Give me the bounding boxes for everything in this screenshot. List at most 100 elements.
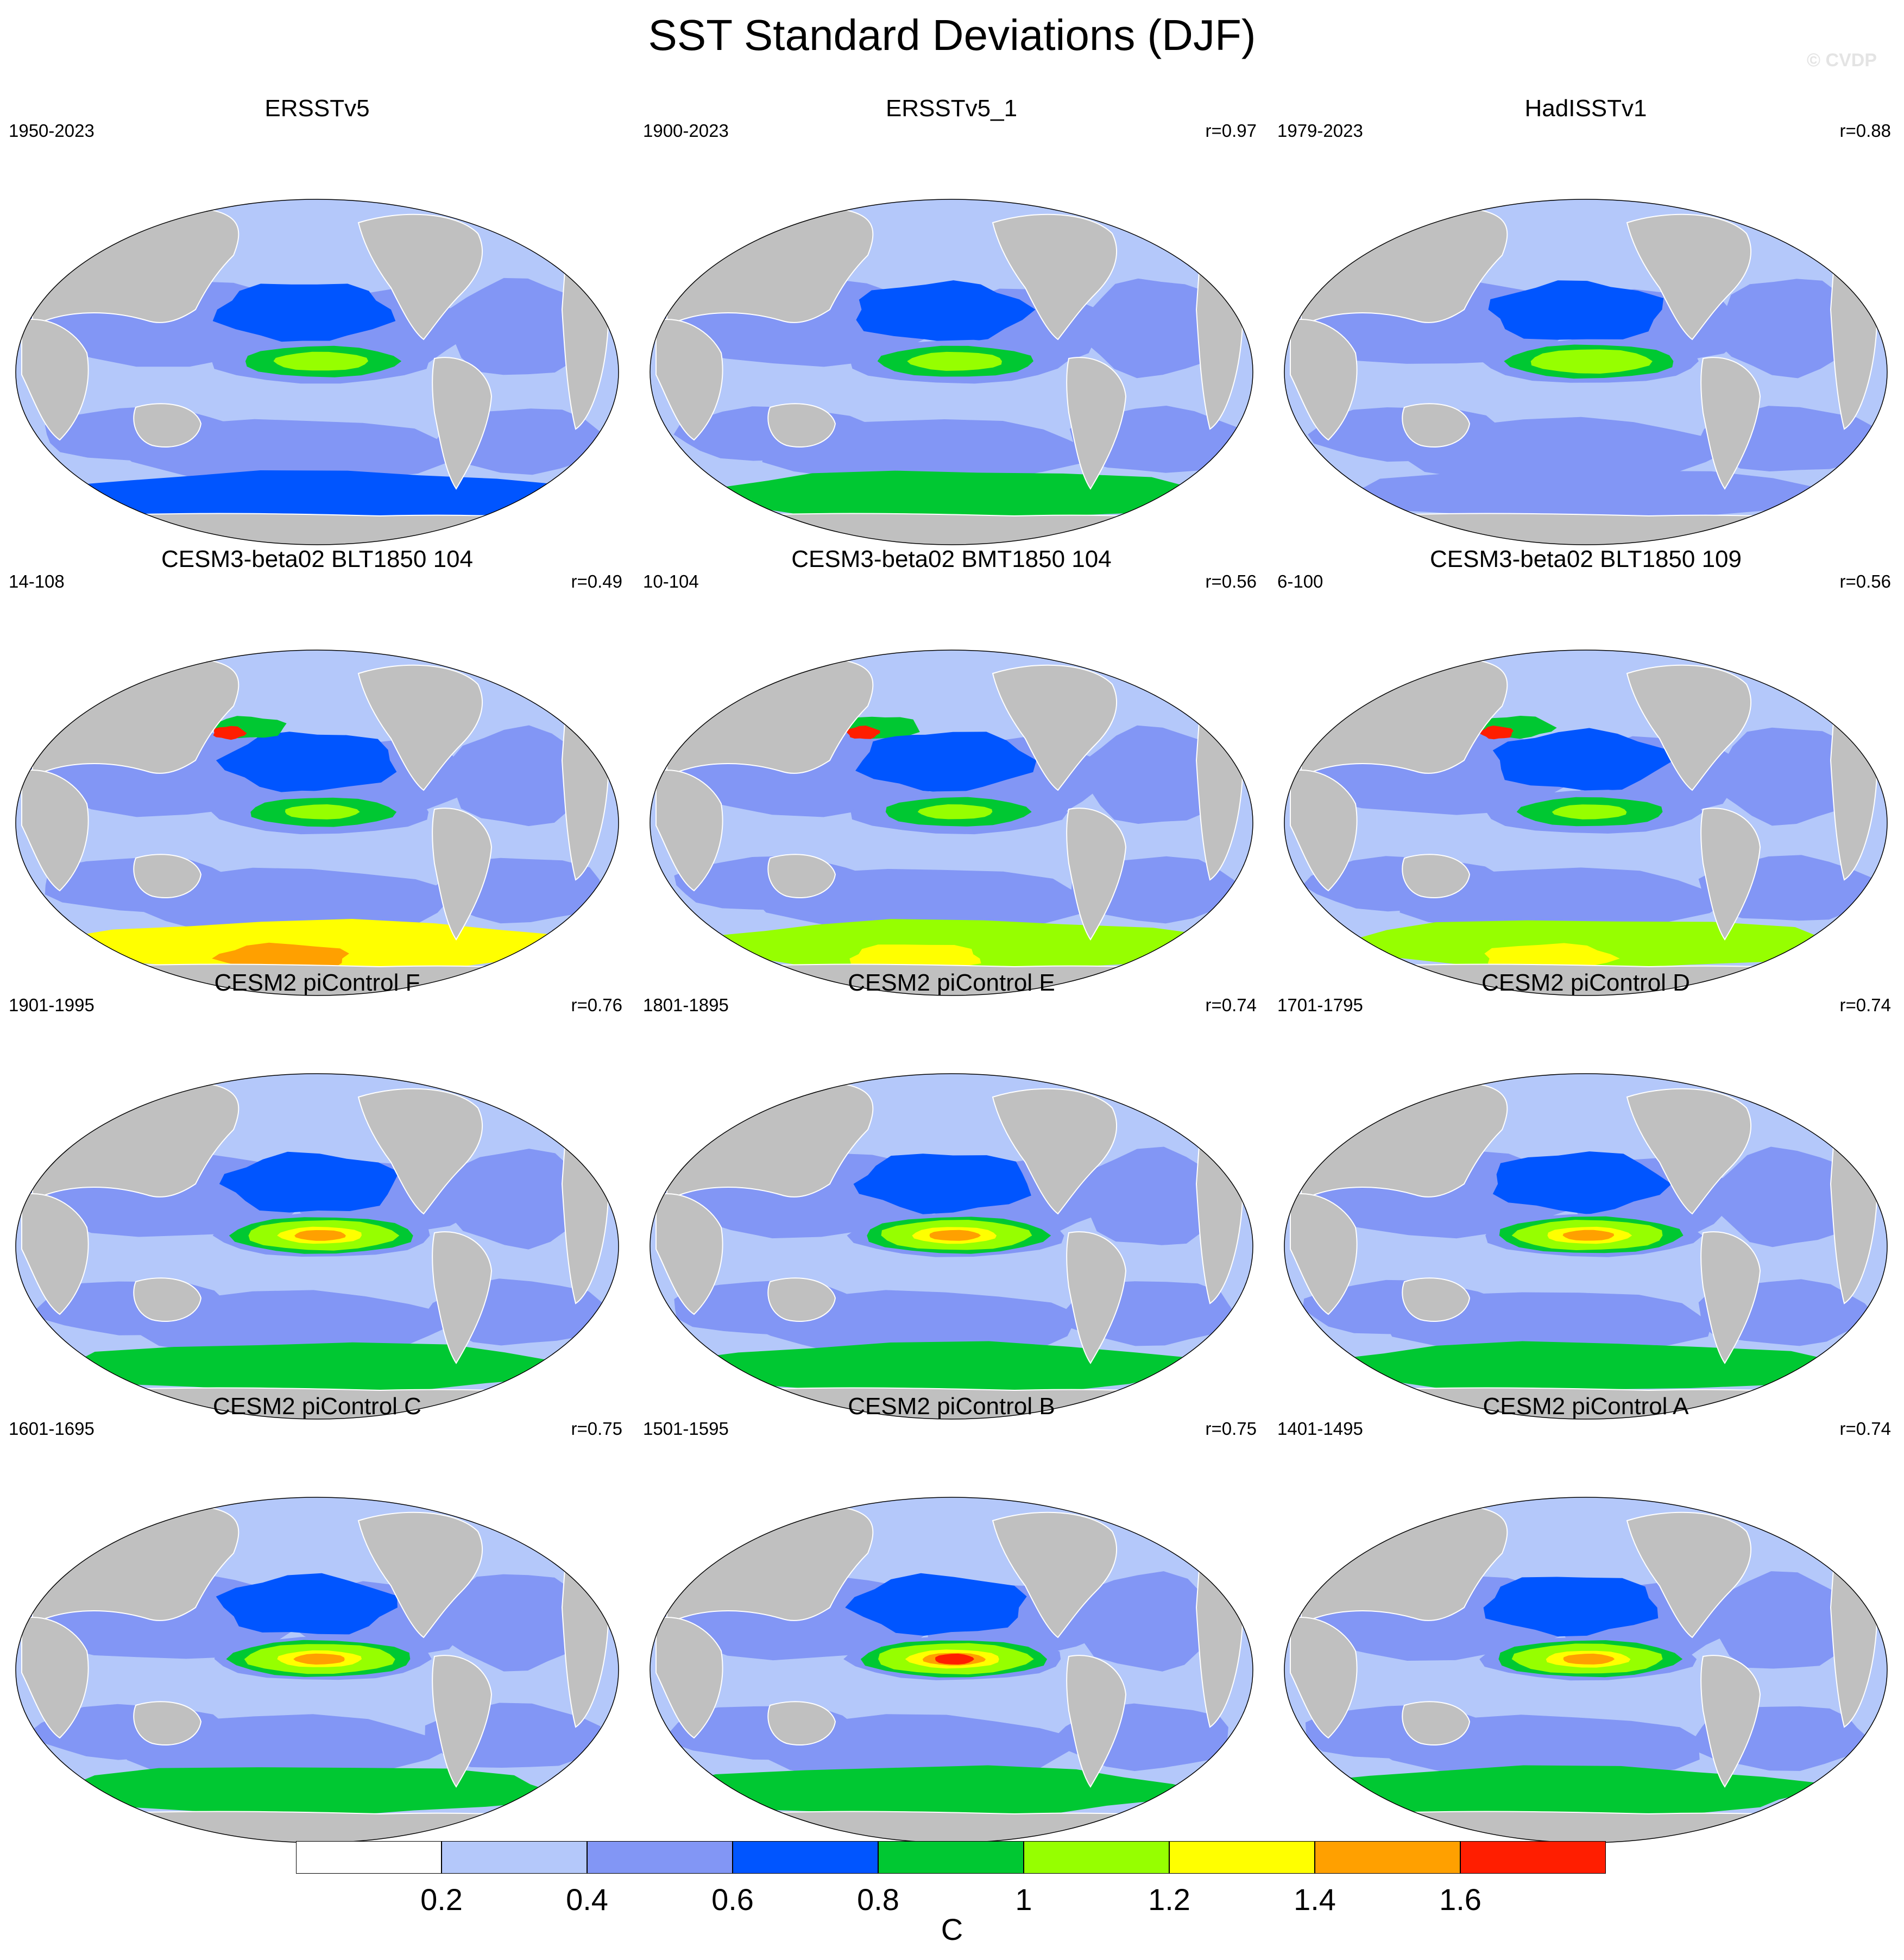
landmass: [1066, 1231, 1127, 1364]
panel-title: HadISSTv1: [1524, 95, 1647, 122]
enso-tongue-contour: [1563, 1653, 1615, 1665]
panel-title: CESM2 piControl F: [214, 969, 420, 996]
colorbar-swatch: [878, 1841, 1024, 1874]
southern-ocean-band: [683, 1341, 1210, 1391]
map-panel: CESM2 piControl F 1901-1995 r=0.76: [0, 967, 634, 1423]
landmass: [1745, 650, 1805, 681]
sst-std-map: [15, 199, 619, 545]
landmass: [432, 1655, 493, 1788]
colorbar-swatch: [296, 1841, 442, 1874]
colorbar-swatch: [1169, 1841, 1315, 1874]
panel-year-range: 1901-1995: [9, 995, 94, 1015]
southern-ocean-band: [1299, 1765, 1824, 1814]
sst-std-map: [1284, 1497, 1888, 1843]
southern-ocean-band: [43, 1767, 554, 1816]
landmass: [1402, 1701, 1471, 1745]
panel-pattern-correlation: r=0.56: [1205, 571, 1257, 591]
panel-pattern-correlation: r=0.76: [571, 995, 623, 1015]
colorbar-swatch: [442, 1841, 587, 1874]
landmass: [357, 1511, 483, 1638]
panel-year-range: 1701-1795: [1277, 995, 1363, 1015]
map-outline: [1284, 199, 1888, 545]
sst-std-map: [15, 1497, 619, 1843]
map-outline: [650, 1073, 1253, 1420]
landmass: [1402, 1277, 1471, 1322]
panel-title: CESM2 piControl E: [848, 969, 1055, 996]
sst-std-map: [15, 650, 619, 996]
landmass: [1402, 403, 1471, 448]
enso-tongue-contour: [293, 1653, 345, 1665]
landmass: [655, 1617, 723, 1739]
colorbar-tick-label: 0.6: [711, 1882, 754, 1917]
panel-year-range: 1979-2023: [1277, 121, 1363, 141]
map-outline: [15, 650, 619, 996]
north-pacific-anomaly: [1488, 280, 1664, 340]
map-panel: CESM2 piControl A 1401-1495 r=0.74: [1269, 1390, 1903, 1846]
north-pacific-anomaly: [855, 732, 1037, 794]
north-pacific-anomaly: [853, 1154, 1031, 1214]
landmass: [1066, 357, 1127, 490]
enso-tongue-contour: [273, 351, 369, 371]
panel-title: CESM3-beta02 BLT1850 104: [161, 546, 473, 572]
north-pacific-anomaly: [1492, 1151, 1672, 1214]
map-panel: HadISSTv1 1979-2023 r=0.88: [1269, 92, 1903, 549]
map-panel: ERSSTv5_1 1900-2023 r=0.97: [634, 92, 1269, 549]
southern-ocean-band: [683, 1765, 1205, 1816]
landmass: [432, 1231, 493, 1364]
north-pacific-anomaly: [856, 280, 1036, 344]
map-panel: CESM3-beta02 BLT1850 104 14-108 r=0.49: [0, 543, 634, 999]
panel-year-range: 1900-2023: [643, 121, 729, 141]
landmass: [1066, 808, 1127, 941]
landmass: [1111, 1497, 1170, 1528]
map-outline: [650, 650, 1253, 996]
landmass: [1700, 808, 1761, 941]
landmass: [1700, 1655, 1761, 1788]
north-pacific-anomaly: [212, 283, 396, 344]
landmass: [1111, 1074, 1170, 1105]
map-panel: CESM3-beta02 BLT1850 109 6-100 r=0.56: [1269, 543, 1903, 999]
map-panel: CESM2 piControl B 1501-1595 r=0.75: [634, 1390, 1269, 1846]
landmass: [21, 319, 89, 441]
ocean-variability-band: [1714, 727, 1857, 826]
colorbar-swatch: [1024, 1841, 1169, 1874]
landmass: [767, 1701, 836, 1745]
ocean-variability-band: [1710, 1571, 1853, 1669]
southern-ocean-band: [1302, 1341, 1829, 1392]
southern-ocean-band: [688, 919, 1211, 969]
colorbar-tick-label: 1: [1015, 1882, 1032, 1917]
panel-pattern-correlation: r=0.97: [1205, 121, 1257, 141]
enso-tongue-contour: [285, 804, 360, 820]
landmass: [1626, 1511, 1751, 1638]
panel-pattern-correlation: r=0.74: [1839, 995, 1892, 1015]
landmass: [1626, 664, 1751, 791]
panel-pattern-correlation: r=0.74: [1205, 995, 1257, 1015]
landmass: [767, 403, 836, 448]
enso-tongue-contour: [907, 351, 1002, 371]
landmass: [477, 199, 536, 230]
panel-year-range: 10-104: [643, 571, 699, 591]
sst-std-map: [15, 1073, 619, 1420]
panel-title: CESM2 piControl C: [213, 1393, 421, 1420]
ocean-variability-band: [1080, 1571, 1224, 1672]
panel-pattern-correlation: r=0.74: [1839, 1419, 1892, 1439]
landmass: [1290, 319, 1358, 441]
north-pacific-anomaly: [1483, 1577, 1659, 1637]
colorbar-unit-label: C: [941, 1912, 963, 1946]
sst-std-map: [1284, 650, 1888, 996]
sst-std-map: [650, 1073, 1253, 1420]
enso-tongue-contour: [917, 804, 993, 820]
map-panel: ERSSTv5 1950-2023: [0, 92, 634, 549]
panel-title: CESM2 piControl B: [848, 1393, 1055, 1420]
panel-title: ERSSTv5_1: [885, 95, 1018, 122]
colorbar-swatch: [1315, 1841, 1460, 1874]
landmass: [1745, 199, 1805, 230]
colorbar-swatch: [1460, 1841, 1606, 1874]
landmass: [767, 1277, 836, 1322]
panel-title: CESM3-beta02 BLT1850 109: [1430, 546, 1742, 572]
landmass: [655, 319, 723, 441]
panel-year-range: 1950-2023: [9, 121, 94, 141]
sst-std-map: [650, 1497, 1253, 1843]
colorbar-tick-label: 1.4: [1294, 1882, 1336, 1917]
southern-ocean-band: [54, 470, 566, 519]
panel-title: CESM2 piControl D: [1481, 969, 1690, 996]
